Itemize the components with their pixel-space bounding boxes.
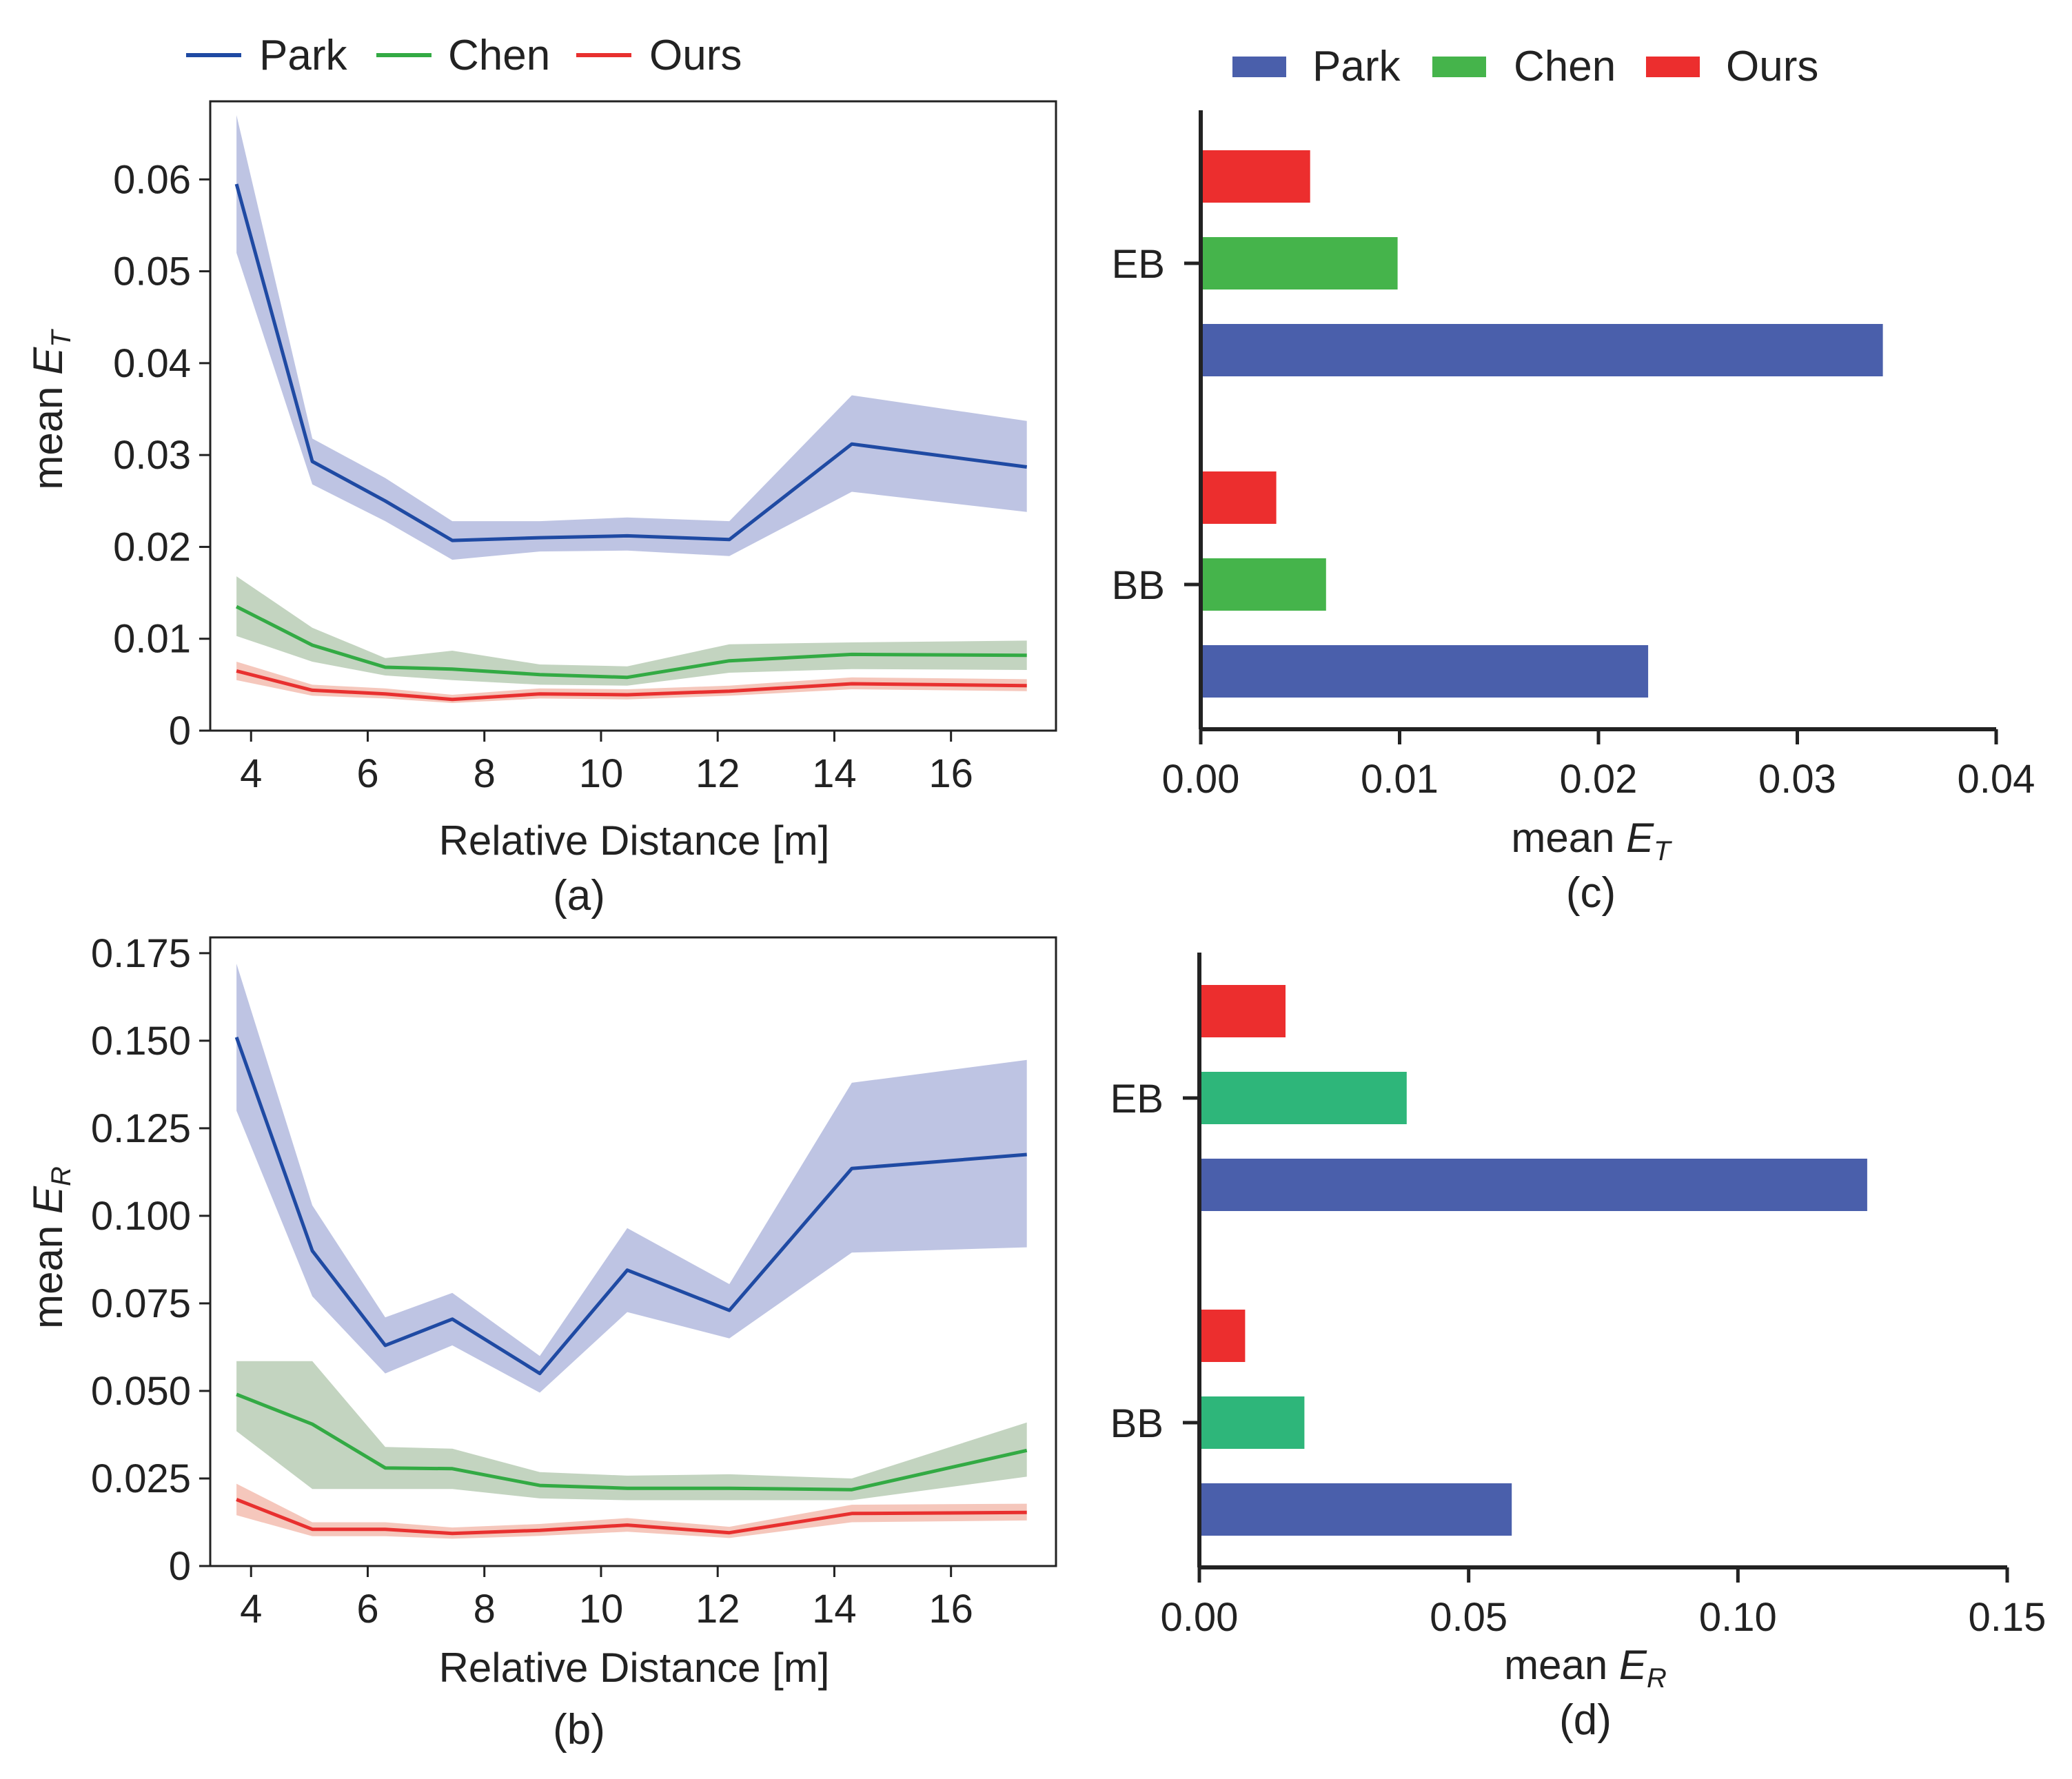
panel-a-xtick-label: 14 <box>812 751 857 796</box>
panel-b-xtick-label: 12 <box>695 1587 740 1631</box>
panel-a-ytick-label: 0.03 <box>113 433 191 478</box>
panel-b-xtick-label: 16 <box>928 1587 973 1631</box>
panel-c-xtick-label: 0.04 <box>1958 757 2035 802</box>
panel-b-plot-frame <box>209 936 1057 1567</box>
panel-b-ytick-label: 0.050 <box>91 1369 191 1414</box>
panel-b-xtick-label: 14 <box>812 1587 857 1631</box>
panel-c-xlabel: mean ET <box>1511 815 1672 866</box>
legend-lines: Park Chen Ours <box>186 32 742 79</box>
panel-a-xtick-label: 12 <box>695 751 740 796</box>
panel-d-bar-bb-park <box>1199 1483 1512 1536</box>
panel-d-bar-bb-chen <box>1199 1396 1305 1449</box>
panel-b-ytick-label: 0 <box>169 1544 191 1589</box>
panel-a-ytick-label: 0.06 <box>113 157 191 202</box>
panel-b-caption: (b) <box>553 1706 605 1753</box>
panel-d-caption: (d) <box>1559 1696 1612 1744</box>
panel-c-xtick-label: 0.01 <box>1361 757 1439 802</box>
legend-label-park: Park <box>259 32 347 79</box>
legend-swatch-ours-bar <box>1646 57 1700 77</box>
panel-c-bar-eb-ours <box>1201 150 1310 203</box>
panel-d-xtick-label: 0.10 <box>1699 1595 1777 1640</box>
panel-a-ytick-label: 0.04 <box>113 341 191 386</box>
panel-d-bar-eb-chen <box>1199 1072 1407 1124</box>
panel-d-bar-chart: mean ER (d) EB BB 0.00 0.05 0.10 0.15 <box>1110 953 2046 1744</box>
panel-b-line-chen <box>236 1392 1028 1492</box>
panel-a-xtick-label: 16 <box>928 751 973 796</box>
legend-swatch-chen-bar <box>1432 57 1486 77</box>
panel-c-xtick-label: 0.02 <box>1560 757 1638 802</box>
panel-a-band-park <box>236 115 1027 560</box>
panel-b-ytick-label: 0.075 <box>91 1281 191 1326</box>
panel-d-bar-eb-park <box>1199 1159 1867 1211</box>
panel-b-ytick-label: 0.100 <box>91 1194 191 1239</box>
panel-b-xtick-label: 4 <box>240 1587 262 1631</box>
panel-c-bar-eb-chen <box>1201 237 1398 289</box>
panel-c-bar-eb-park <box>1201 324 1883 376</box>
panel-a-plot-frame <box>209 100 1057 732</box>
panel-b-line-ours <box>236 1498 1027 1536</box>
panel-a-xtick-label: 10 <box>579 751 624 796</box>
panel-a-xtick-label: 4 <box>240 751 262 796</box>
panel-a-ylabel: mean ET <box>25 329 77 490</box>
panel-c-xtick-label: 0.00 <box>1162 757 1240 802</box>
panel-a-ytick-label: 0.02 <box>113 525 191 569</box>
legend-label-chen-bar: Chen <box>1514 43 1616 90</box>
panel-a-ytick-label: 0.05 <box>113 250 191 294</box>
panel-a-xlabel: Relative Distance [m] <box>439 817 830 864</box>
panel-a-ytick-label: 0 <box>169 709 191 753</box>
panel-b-ytick-label: 0.175 <box>91 931 191 976</box>
panel-d-xtick-label: 0.05 <box>1430 1595 1507 1640</box>
panel-a-xtick-label: 8 <box>474 751 496 796</box>
panel-d-bar-bb-ours <box>1199 1310 1246 1362</box>
panel-a-line-ours <box>236 669 1027 702</box>
panel-a-caption: (a) <box>553 872 605 919</box>
panel-a-line-chart: Relative Distance [m] mean ET (a) 4 6 8 10 1… <box>25 100 1057 919</box>
legend-label-ours-bar: Ours <box>1726 43 1818 90</box>
panel-c-category-label: EB <box>1112 242 1165 287</box>
panel-a-xtick-label: 6 <box>356 751 378 796</box>
panel-a-line-park <box>234 183 1028 542</box>
panel-d-bar-eb-ours <box>1199 985 1286 1037</box>
panel-b-line-park <box>234 1036 1027 1376</box>
panel-c-bar-bb-ours <box>1201 471 1277 524</box>
panel-c-bar-bb-chen <box>1201 558 1326 611</box>
legend-bars: Park Chen Ours <box>1232 43 1818 90</box>
panel-b-ylabel: mean ER <box>25 1166 77 1329</box>
panel-a-ytick-label: 0.01 <box>113 617 191 662</box>
panel-c-category-label: BB <box>1112 563 1165 608</box>
panel-b-line-chart: Relative Distance [m] mean ER (b) 4 6 8 10 1… <box>25 931 1057 1753</box>
panel-c-xtick-label: 0.03 <box>1758 757 1836 802</box>
panel-d-xtick-label: 0.15 <box>1969 1595 2046 1640</box>
panel-b-xlabel: Relative Distance [m] <box>439 1645 830 1691</box>
panel-b-band-chen <box>236 1361 1027 1501</box>
panel-a-band-chen <box>236 576 1027 686</box>
panel-b-ytick-label: 0.150 <box>91 1019 191 1064</box>
panel-b-ytick-label: 0.125 <box>91 1106 191 1151</box>
legend-label-chen: Chen <box>448 32 550 79</box>
panel-b-band-ours <box>236 1483 1027 1539</box>
panel-b-band-park <box>236 964 1027 1393</box>
panel-d-category-label: EB <box>1110 1077 1164 1121</box>
panel-c-bar-bb-park <box>1201 645 1649 698</box>
panel-c-caption: (c) <box>1566 869 1616 917</box>
panel-b-xtick-label: 8 <box>474 1587 496 1631</box>
panel-c-bar-chart: mean ET (c) EB BB 0.00 0.01 0.02 0.03 0.04 <box>1112 110 2035 917</box>
legend-swatch-park-bar <box>1232 57 1286 77</box>
legend-label-park-bar: Park <box>1312 43 1401 90</box>
panel-b-xtick-label: 6 <box>356 1587 378 1631</box>
panel-d-category-label: BB <box>1110 1401 1164 1446</box>
panel-a-line-chen <box>235 604 1027 680</box>
panel-b-xtick-label: 10 <box>579 1587 624 1631</box>
panel-d-xlabel: mean ER <box>1504 1642 1667 1694</box>
legend-label-ours: Ours <box>649 32 742 79</box>
panel-d-xtick-label: 0.00 <box>1161 1595 1239 1640</box>
panel-b-ytick-label: 0.025 <box>91 1456 191 1501</box>
